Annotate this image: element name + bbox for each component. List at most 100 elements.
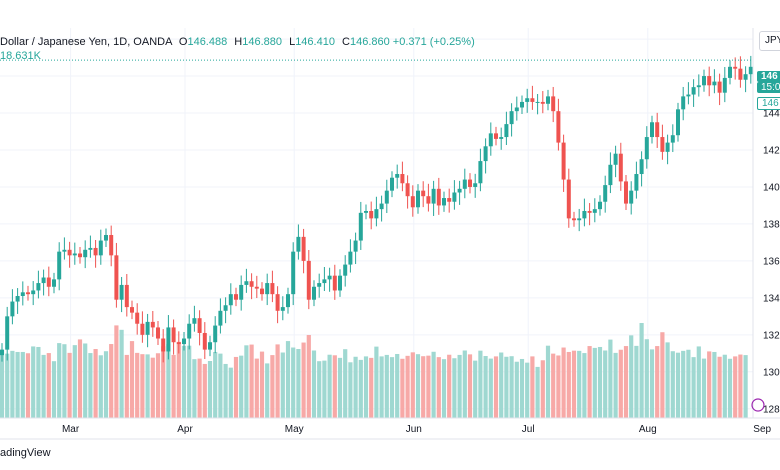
volume-bar (478, 350, 483, 418)
candle-body (712, 81, 717, 86)
candle-body (10, 301, 15, 317)
volume-bar (644, 339, 649, 418)
volume-bar (25, 353, 31, 418)
candle-body (182, 338, 186, 345)
volume-bar (317, 361, 322, 418)
prev-close-tag: 146 (757, 97, 780, 110)
candle-body (405, 183, 410, 197)
time-axis[interactable]: Mar Apr May Jun Jul Aug Sep (62, 424, 772, 435)
volume-bar (327, 354, 332, 418)
volume-bar (192, 359, 197, 418)
volume-bar (410, 352, 415, 418)
candle-body (270, 283, 275, 295)
candle-body (161, 338, 166, 352)
volume-bar (72, 345, 77, 418)
candle-body (364, 210, 368, 213)
candle-body (743, 74, 748, 80)
volume-bar (41, 354, 46, 418)
open-value: 146.488 (187, 36, 228, 48)
volume-bar (571, 350, 577, 418)
candle-body (431, 188, 436, 204)
candle-body (494, 133, 498, 139)
volume-bar (275, 344, 280, 418)
volume-bar (727, 358, 733, 418)
volume-bar (623, 346, 629, 418)
time-tick-label: Apr (177, 424, 193, 435)
candle-body (608, 164, 613, 186)
volume-bar (145, 354, 150, 418)
candle-body (327, 275, 332, 280)
volume-bar (67, 352, 72, 418)
candle-body (738, 68, 743, 80)
volume-bar (5, 353, 10, 418)
volume-bar (701, 358, 707, 418)
volume-bar (306, 334, 311, 418)
candle-body (410, 196, 415, 208)
candle-body (665, 142, 670, 152)
volume-bar (587, 346, 592, 418)
candle-body (104, 235, 108, 241)
candle-body (436, 188, 441, 206)
volume-bar (707, 351, 712, 418)
volume-bar (363, 356, 369, 418)
candle-body (78, 253, 82, 258)
volume-bar (634, 345, 639, 418)
volume-bar (93, 349, 98, 418)
tradingview-brand[interactable]: adingView (0, 447, 51, 459)
volume-bar (348, 362, 353, 418)
price-tick-label: 128 (763, 404, 780, 415)
volume-bar (337, 357, 343, 418)
candle-body (0, 349, 4, 356)
volume-bar (556, 355, 561, 418)
candle-body (208, 342, 212, 350)
volume-bar (441, 359, 447, 418)
volume-bar (675, 352, 681, 418)
candle-body (124, 284, 129, 308)
candle-body (686, 94, 691, 97)
volume-bar (681, 350, 686, 418)
price-tick-label: 144 (763, 109, 780, 120)
candle-body (109, 235, 114, 256)
candle-body (603, 185, 608, 202)
volume-bar (207, 361, 213, 418)
candle-body (592, 209, 597, 213)
candle-body (702, 76, 706, 86)
candle-body (634, 174, 639, 191)
volume-bar (369, 357, 374, 418)
candle-body (717, 81, 722, 93)
volume-bar (384, 354, 389, 418)
volume-bar (509, 356, 514, 418)
candle-body (260, 288, 264, 295)
candle-body (52, 279, 56, 287)
candle-body (733, 66, 738, 69)
volume-bar (639, 323, 644, 418)
volume-bar (311, 350, 317, 418)
currency-button[interactable]: JPY (759, 31, 780, 51)
volume-bar (691, 357, 696, 418)
volume-bar (436, 357, 441, 418)
candle-body (452, 192, 457, 202)
symbol-description[interactable]: Dollar / Japanese Yen, 1D, OANDA (0, 36, 172, 48)
volume-bar (259, 351, 265, 418)
candle-body (26, 292, 30, 295)
candle-body (514, 107, 519, 112)
volume-bar (389, 357, 395, 418)
candle-body (374, 209, 379, 219)
volume-bar (597, 346, 603, 418)
alert-icon[interactable] (751, 398, 765, 412)
volume-bar (36, 346, 41, 418)
candle-body (31, 290, 36, 295)
candle-body (332, 275, 337, 291)
volume-bar (213, 351, 218, 418)
volume-bar (140, 354, 145, 418)
volume-bar (415, 354, 421, 418)
candle-body (275, 294, 280, 311)
candle-body (286, 294, 290, 308)
volume-bar (129, 341, 135, 418)
candle-body (15, 296, 20, 302)
volume-bar (379, 356, 384, 418)
candle-body (353, 240, 358, 252)
candle-body (5, 316, 10, 350)
volume-bar (603, 350, 608, 418)
